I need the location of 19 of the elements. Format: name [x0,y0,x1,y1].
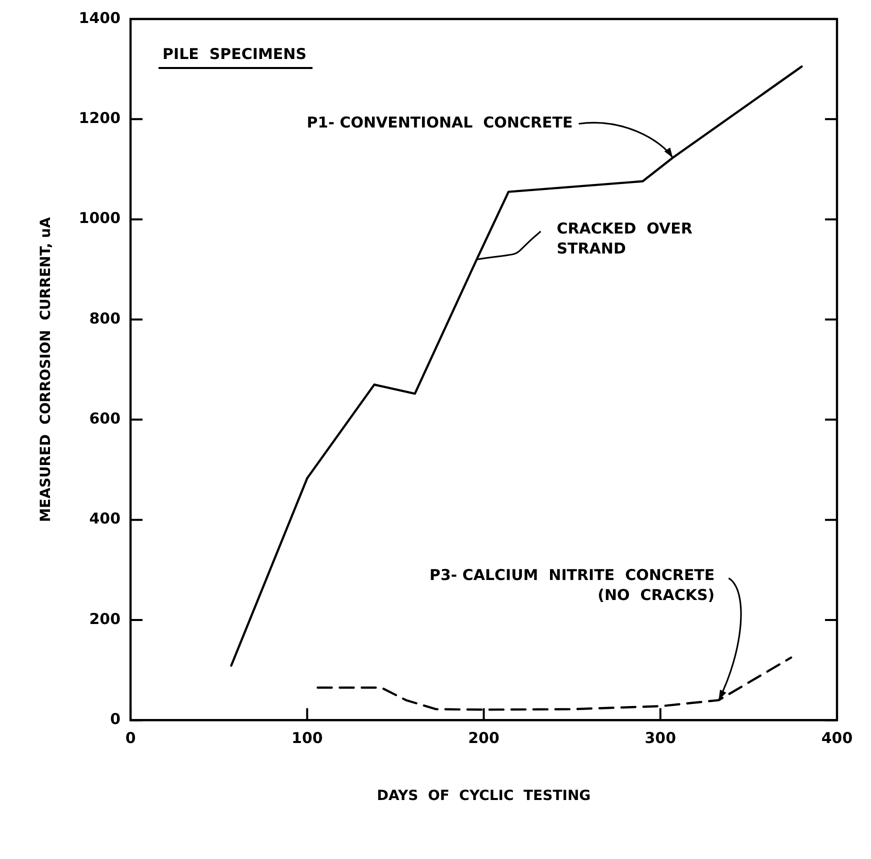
x-tick-label: 100 [292,729,323,748]
x-tick-label: 200 [468,729,500,748]
y-axis-title: MEASURED CORROSION CURRENT, uA [38,217,54,522]
x-tick-label: 400 [821,729,853,748]
annotation: CRACKED OVER STRAND [556,219,693,258]
y-tick-label: 1400 [78,8,121,27]
y-tick-label: 200 [89,610,121,628]
annotation: P3- CALCIUM NITRITE CONCRETE (NO CRACKS) [429,566,715,604]
annotation: P1- CONVENTIONAL CONCRETE [306,114,573,132]
y-tick-label: 1200 [78,109,121,128]
y-tick-label: 0 [110,710,121,728]
x-tick-label: 0 [125,729,136,748]
x-tick-label: 300 [644,729,676,748]
y-tick-label: 800 [89,309,121,328]
y-tick-label: 400 [89,510,121,528]
y-tick-label: 1000 [78,209,121,228]
annotation: PILE SPECIMENS [162,44,307,63]
y-tick-label: 600 [89,410,121,428]
x-axis-title: DAYS OF CYCLIC TESTING [376,788,591,804]
